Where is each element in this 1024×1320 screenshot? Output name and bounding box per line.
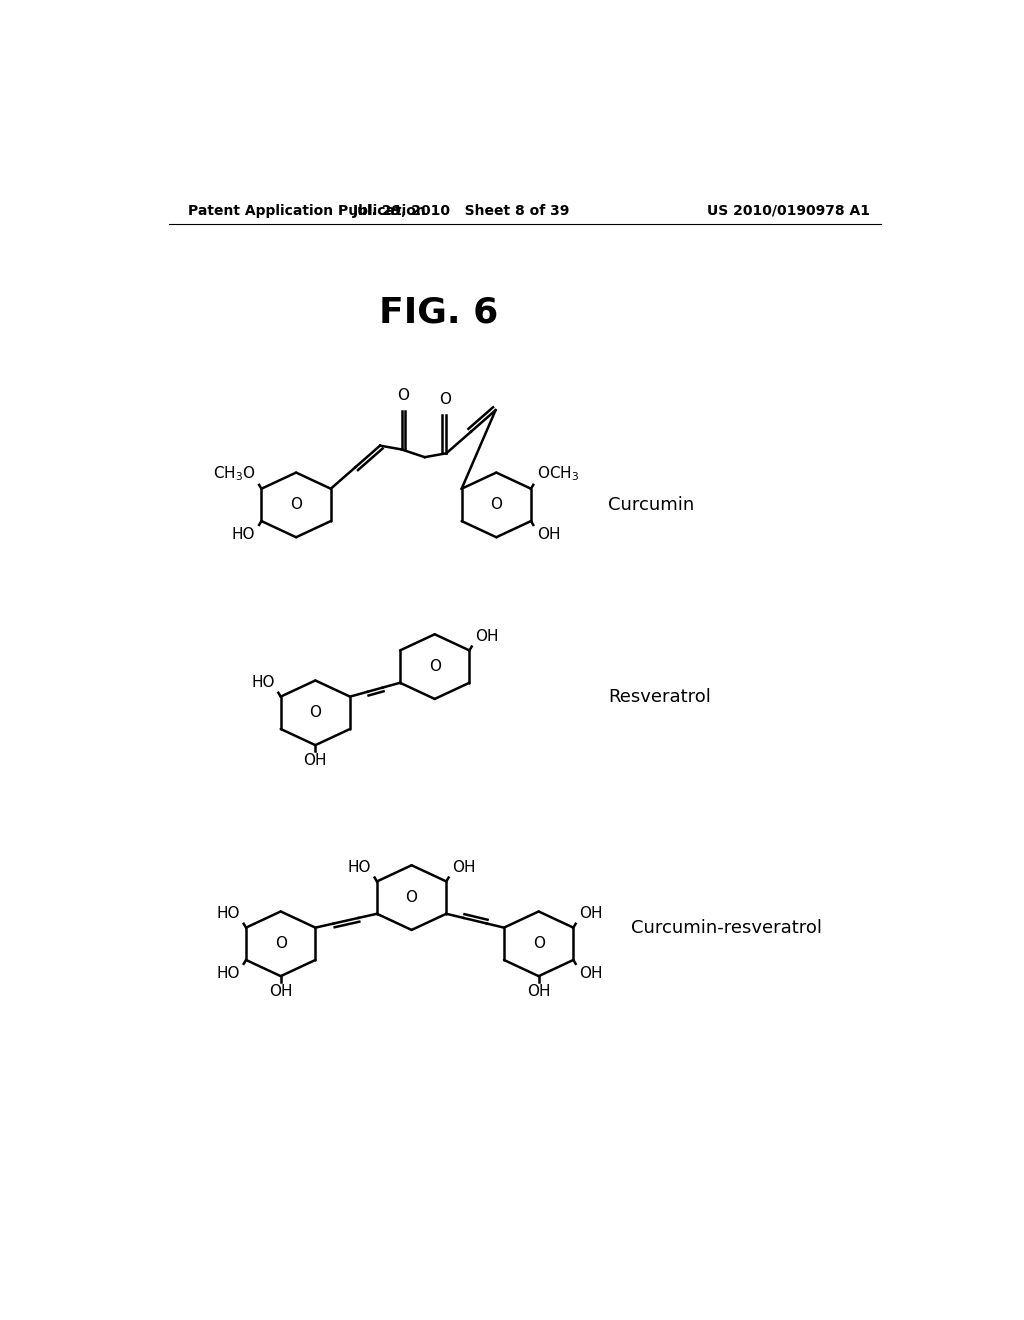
Text: O: O <box>438 392 451 407</box>
Text: OH: OH <box>580 966 603 981</box>
Text: Jul. 29, 2010   Sheet 8 of 39: Jul. 29, 2010 Sheet 8 of 39 <box>353 203 570 218</box>
Text: OH: OH <box>527 983 551 999</box>
Text: HO: HO <box>347 861 371 875</box>
Text: OH: OH <box>453 861 476 875</box>
Text: HO: HO <box>216 966 240 981</box>
Text: US 2010/0190978 A1: US 2010/0190978 A1 <box>707 203 869 218</box>
Text: O: O <box>290 498 302 512</box>
Text: Resveratrol: Resveratrol <box>608 689 711 706</box>
Text: OH: OH <box>580 907 603 921</box>
Text: Patent Application Publication: Patent Application Publication <box>188 203 426 218</box>
Text: OH: OH <box>538 527 561 543</box>
Text: O: O <box>406 890 418 906</box>
Text: O: O <box>309 705 322 721</box>
Text: Curcumin: Curcumin <box>608 496 694 513</box>
Text: O: O <box>397 388 410 404</box>
Text: OH: OH <box>475 630 499 644</box>
Text: O: O <box>274 936 287 952</box>
Text: OH: OH <box>269 983 293 999</box>
Text: HO: HO <box>231 527 255 543</box>
Text: FIG. 6: FIG. 6 <box>379 296 499 330</box>
Text: Curcumin-resveratrol: Curcumin-resveratrol <box>631 920 822 937</box>
Text: OH: OH <box>303 752 327 768</box>
Text: CH$_3$O: CH$_3$O <box>213 463 255 483</box>
Text: HO: HO <box>216 907 240 921</box>
Text: O: O <box>429 659 440 675</box>
Text: O: O <box>532 936 545 952</box>
Text: HO: HO <box>251 676 274 690</box>
Text: O: O <box>490 498 503 512</box>
Text: OCH$_3$: OCH$_3$ <box>538 463 580 483</box>
